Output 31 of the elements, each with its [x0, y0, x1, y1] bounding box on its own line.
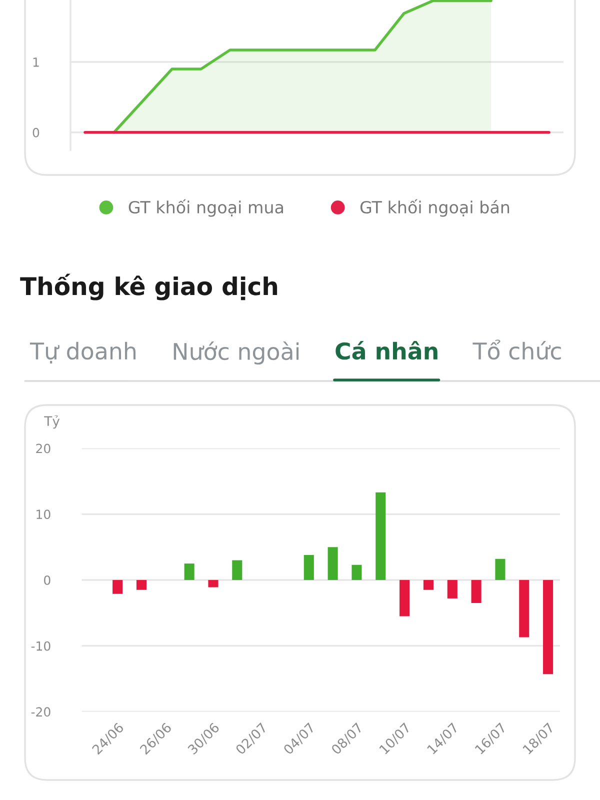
bar: [495, 558, 506, 580]
bar: [519, 580, 530, 638]
bar: [447, 580, 458, 598]
bar: [423, 580, 434, 590]
bar: [471, 580, 482, 604]
y-tick-label: 0: [32, 128, 40, 138]
y-tick-label: -20: [31, 707, 50, 717]
bar: [400, 580, 410, 616]
y-tick-label: 1: [33, 58, 39, 67]
bar: [543, 580, 554, 674]
bar: [376, 492, 386, 580]
bar: [136, 580, 147, 590]
text: Cá nhân: [336, 340, 438, 360]
bar: [304, 554, 314, 580]
text: Tổ chức: [472, 340, 561, 360]
text: Nước ngoài: [174, 341, 299, 365]
y-tick-label: -10: [31, 641, 50, 651]
legend-label: GT khối ngoại bán: [360, 199, 510, 217]
y-axis-title: Tỷ: [44, 415, 60, 429]
legend-label: GT khối ngoại mua: [128, 199, 283, 217]
bar: [328, 547, 338, 580]
text: Tự doanh: [30, 342, 136, 364]
chart-title: Thống kê giao dịch: [20, 274, 278, 300]
bar: [112, 580, 123, 594]
bar: [232, 560, 242, 580]
y-tick-label: 20: [36, 444, 50, 454]
y-tick-label: 0: [44, 575, 50, 585]
bar: [352, 564, 362, 580]
y-tick-label: 10: [36, 510, 50, 520]
bar: [208, 580, 218, 588]
bar: [184, 564, 194, 580]
